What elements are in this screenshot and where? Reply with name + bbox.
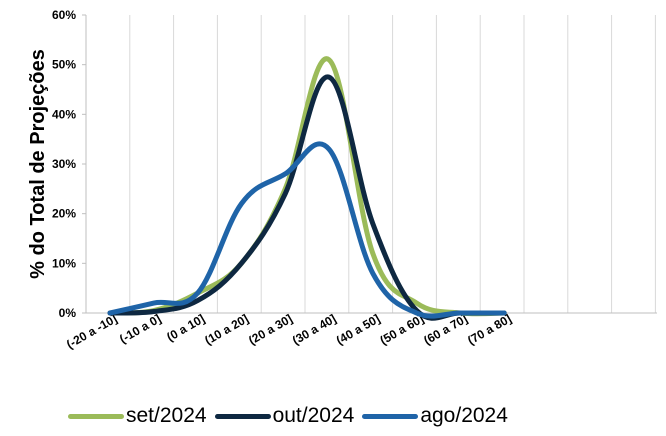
legend-item-set2024: set/2024 — [68, 404, 207, 428]
series-line-set2024 — [107, 56, 507, 317]
grid-lines — [129, 15, 656, 313]
y-tick-label: 10% — [52, 256, 76, 270]
series-lines — [107, 56, 507, 321]
legend-item-out2024: out/2024 — [214, 404, 355, 428]
x-tick-label: (70 a 80] — [465, 311, 514, 347]
x-tick-label: (10 a 20] — [202, 311, 251, 347]
legend-label: set/2024 — [126, 404, 207, 427]
y-tick-label: 30% — [52, 157, 76, 171]
y-tick-label: 50% — [52, 58, 76, 72]
x-tick-label: (30 a 40] — [290, 311, 339, 347]
x-tick-label: (0 a 10] — [164, 311, 207, 344]
legend-label: out/2024 — [272, 404, 355, 427]
y-axis-label: % do Total de Projeções — [27, 49, 49, 279]
x-tick-label: (20 a 30] — [246, 311, 295, 347]
y-tick-label: 40% — [52, 107, 76, 121]
y-tick-labels: 0% 10% 20% 30% 40% 50% 60% — [52, 8, 86, 320]
legend-swatch — [362, 413, 419, 419]
x-tick-label: (50 a 60] — [378, 311, 427, 347]
y-tick-label: 60% — [52, 8, 76, 22]
series-line-ago2024 — [107, 141, 507, 319]
legend-label: ago/2024 — [420, 404, 508, 427]
legend-item-ago2024: ago/2024 — [362, 404, 508, 428]
y-tick-label: 0% — [59, 306, 77, 320]
y-tick-label: 20% — [52, 207, 76, 221]
legend-swatch — [68, 413, 124, 419]
x-tick-label: (40 a 50] — [334, 311, 383, 347]
legend-swatch — [214, 413, 271, 419]
series-line-out2024 — [107, 74, 507, 321]
legend: set/2024 out/2024 ago/2024 — [68, 404, 516, 428]
x-tick-label: (-10 a 0] — [117, 311, 163, 346]
